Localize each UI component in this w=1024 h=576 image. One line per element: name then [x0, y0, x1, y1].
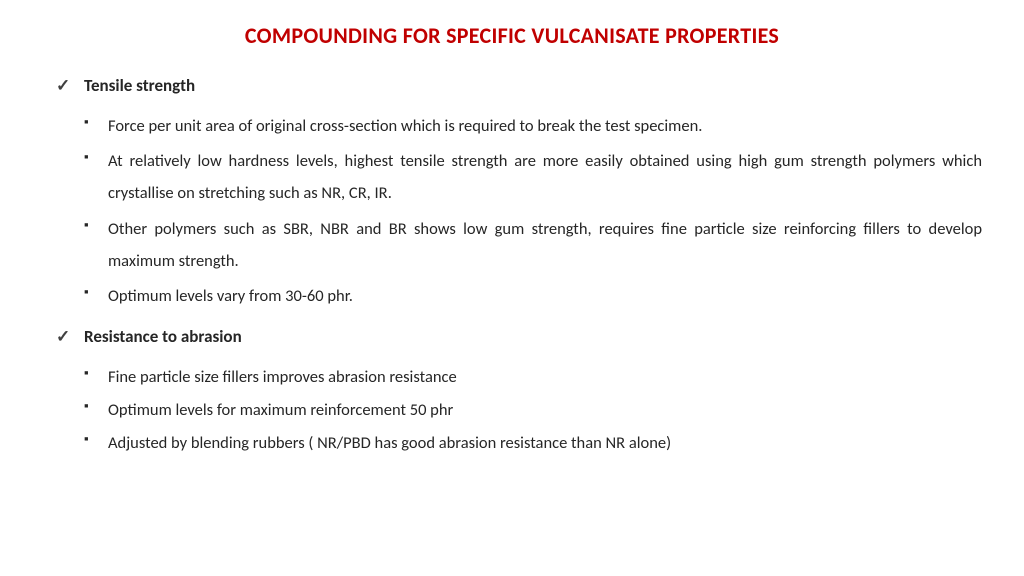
bullet-list: Fine particle size fillers improves abra… [38, 361, 986, 460]
page-title: COMPOUNDING FOR SPECIFIC VULCANISATE PRO… [38, 22, 986, 49]
checkmark-icon: ✓ [56, 75, 74, 96]
heading-text: Resistance to abrasion [84, 326, 242, 347]
bullet-list: Force per unit area of original cross-se… [38, 110, 986, 312]
list-item: Other polymers such as SBR, NBR and BR s… [108, 213, 982, 277]
list-item: At relatively low hardness levels, highe… [108, 145, 982, 209]
heading-text: Tensile strength [84, 75, 195, 96]
section-tensile-strength: ✓ Tensile strength Force per unit area o… [38, 75, 986, 312]
list-item: Optimum levels for maximum reinforcement… [108, 394, 982, 426]
list-item: Fine particle size fillers improves abra… [108, 361, 982, 393]
list-item: Force per unit area of original cross-se… [108, 110, 982, 142]
list-item: Optimum levels vary from 30-60 phr. [108, 280, 982, 312]
section-heading: ✓ Tensile strength [38, 75, 986, 96]
checkmark-icon: ✓ [56, 326, 74, 347]
section-abrasion: ✓ Resistance to abrasion Fine particle s… [38, 326, 986, 460]
section-heading: ✓ Resistance to abrasion [38, 326, 986, 347]
list-item: Adjusted by blending rubbers ( NR/PBD ha… [108, 427, 982, 459]
